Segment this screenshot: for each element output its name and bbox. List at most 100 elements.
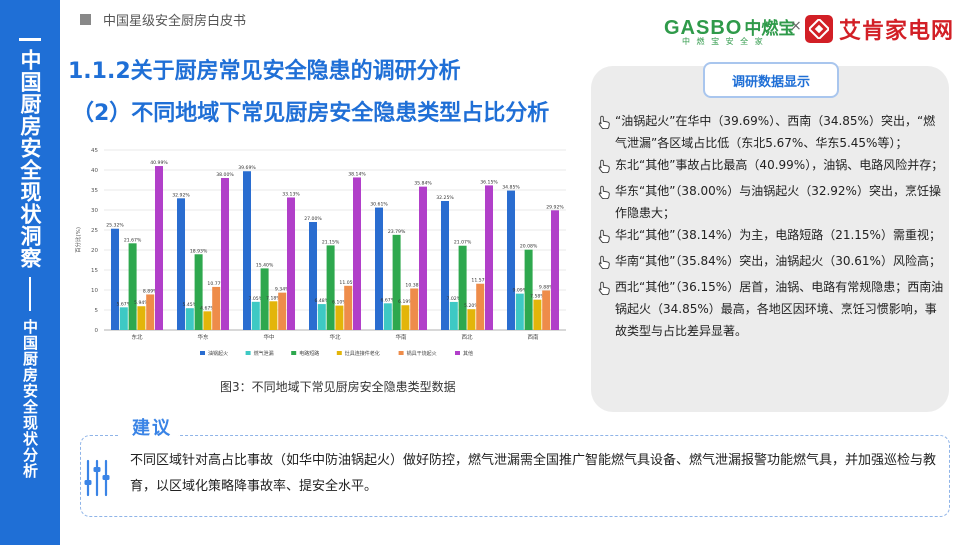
data-label: 21.07% [454, 240, 472, 246]
survey-data-badge: 调研数据显示 [703, 62, 839, 98]
bar [260, 268, 269, 330]
data-label: 6.19% [398, 299, 413, 305]
data-label: 9.34% [275, 287, 290, 293]
aken-logo-name: 艾肯家电网 [839, 19, 955, 44]
legend-swatch [336, 351, 342, 355]
bar [542, 290, 551, 330]
data-label: 11.57% [471, 278, 489, 284]
gasbo-logo-en: GASBO [664, 17, 743, 39]
y-tick-label: 40 [91, 168, 98, 174]
bar [441, 201, 449, 330]
data-label: 32.92% [172, 192, 190, 198]
bar [177, 198, 185, 330]
legend-label: 油锅起火 [208, 350, 228, 357]
data-label: 29.92% [546, 204, 564, 210]
logo-separator: × [790, 18, 802, 34]
pointing-hand-icon [598, 228, 612, 250]
gasbo-logo: GASBO 中燃宝 中 燃 宝 安 全 家 [664, 14, 796, 46]
bar [155, 166, 163, 330]
data-label: 21.15% [322, 239, 340, 245]
sidebar-sub-title: 中国厨房安全现状分析 [21, 319, 39, 479]
aken-logo: 艾肯家电网 [805, 13, 954, 45]
x-tick-label: 华南 [395, 333, 407, 341]
data-label: 7.02% [447, 296, 462, 302]
y-tick-label: 30 [91, 208, 98, 214]
bar [317, 304, 326, 330]
sidebar-dash [19, 38, 41, 41]
survey-data-item: “油锅起火”在华中（39.69%）、西南（34.85%）突出，“燃气泄漏”各区域… [598, 110, 944, 154]
x-tick-label: 东北 [131, 333, 143, 341]
data-label: 15.40% [256, 262, 274, 268]
region-hazard-bar-chart: 0 5 10 15 20 25 30 35 40 45 百分比(%) 25.32% 5.67% 21.67… [74, 148, 566, 357]
document-title: 中国星级安全厨房白皮书 [103, 14, 247, 29]
legend-swatch [200, 351, 205, 355]
bar [326, 245, 335, 330]
data-label: 5.45% [183, 302, 198, 308]
bar [551, 210, 559, 330]
bar [353, 177, 361, 330]
data-label: 36.15% [480, 179, 498, 185]
subsection-heading: （2）不同地域下常见厨房安全隐患类型占比分析 [72, 101, 550, 126]
bar [335, 305, 344, 330]
sidebar-separator [29, 277, 31, 311]
bar [194, 254, 203, 330]
survey-data-item: 华北“其他”（38.14%）为主，电路短路（21.15%）需重视； [598, 224, 944, 250]
pointing-hand-icon [598, 158, 612, 180]
bar [212, 286, 221, 330]
bar [375, 207, 383, 330]
bar [111, 228, 119, 330]
data-label: 40.99% [150, 160, 168, 166]
data-label: 18.93% [190, 248, 208, 254]
y-tick-label: 10 [91, 288, 98, 294]
sidebar-band: 中国厨房安全现状洞察 中国厨房安全现状分析 [0, 0, 60, 545]
suggestion-title-background [118, 411, 178, 439]
bar [203, 311, 212, 330]
survey-data-item-text: 东北“其他”事故占比最高（40.99%），油锅、电路风险并存； [615, 158, 944, 172]
data-label: 27.00% [304, 216, 322, 222]
y-tick-label: 0 [95, 328, 99, 334]
data-label: 5.20% [464, 303, 479, 309]
data-label: 6.10% [332, 300, 347, 306]
bar [410, 288, 419, 330]
bar [383, 303, 392, 330]
survey-data-item-text: “油锅起火”在华中（39.69%）、西南（34.85%）突出，“燃气泄漏”各区域… [615, 114, 936, 150]
legend-label: 灶具连接件老化 [345, 350, 380, 357]
y-tick-label: 25 [91, 228, 98, 234]
sliders-icon [84, 458, 110, 502]
bar [524, 249, 533, 330]
gasbo-logo-cn: 中燃宝 [744, 19, 796, 39]
bar [344, 285, 353, 330]
data-label: 25.32% [106, 223, 124, 229]
data-label: 4.67% [200, 305, 215, 311]
y-tick-label: 20 [91, 248, 98, 254]
data-label: 7.58% [530, 294, 545, 300]
x-tick-label: 西南 [527, 333, 539, 341]
bar [476, 283, 485, 330]
y-axis-label: 百分比(%) [74, 227, 82, 253]
gasbo-logo-tagline: 中 燃 宝 安 全 家 [682, 37, 765, 46]
pointing-hand-icon [598, 254, 612, 276]
bar [269, 301, 278, 330]
suggestion-box [80, 435, 950, 517]
data-label: 5.94% [134, 300, 149, 306]
legend-label: 锅具干烧起火 [407, 350, 437, 357]
survey-data-item: 华东“其他”（38.00%）与油锅起火（32.92%）突出，烹饪操作隐患大； [598, 180, 944, 224]
survey-data-list: “油锅起火”在华中（39.69%）、西南（34.85%）突出，“燃气泄漏”各区域… [598, 110, 944, 342]
y-tick-label: 15 [91, 268, 98, 274]
bar [467, 309, 476, 330]
data-label: 11.05% [339, 280, 357, 286]
data-label: 23.79% [388, 229, 406, 235]
legend-swatch [291, 351, 297, 355]
x-tick-label: 华东 [197, 333, 209, 341]
data-label: 34.85% [502, 185, 520, 191]
bar [146, 294, 155, 330]
data-label: 10.77% [207, 281, 225, 287]
data-label: 9.09% [513, 288, 528, 294]
data-label: 30.61% [370, 202, 388, 208]
data-label: 39.69% [238, 165, 256, 171]
section-heading: 1.1.2关于厨房常见安全隐患的调研分析 [68, 59, 461, 84]
data-label: 7.18% [266, 295, 281, 301]
pointing-hand-icon [598, 114, 612, 136]
x-tick-label: 华中 [263, 333, 274, 341]
chart-caption: 图3：不同地域下常见厨房安全隐患类型数据 [220, 380, 456, 394]
